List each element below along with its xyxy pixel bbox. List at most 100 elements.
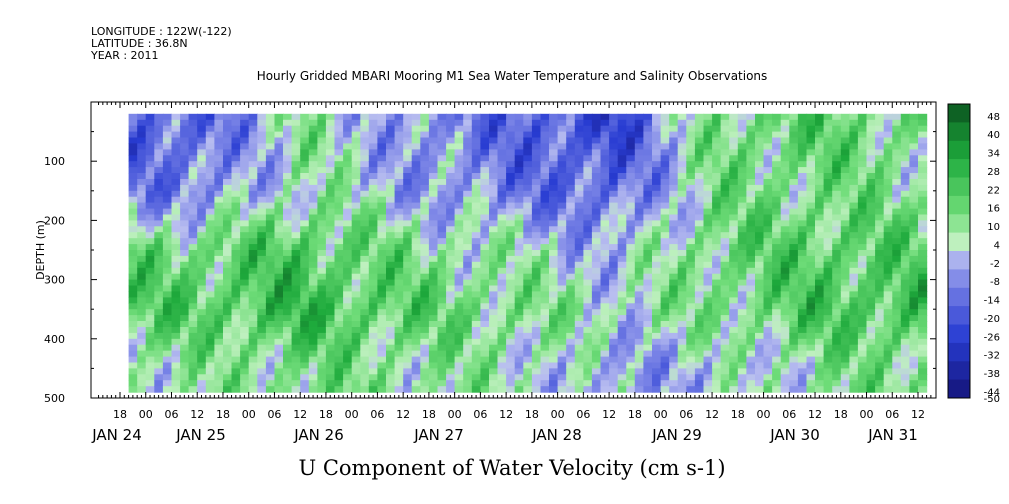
- heat-cell: [574, 267, 584, 275]
- heat-cell: [480, 315, 490, 322]
- heat-cell: [368, 167, 378, 174]
- heat-cell: [343, 273, 353, 281]
- heat-cell: [283, 344, 293, 352]
- heat-cell: [291, 214, 301, 221]
- heat-cell: [480, 161, 490, 168]
- heat-cell: [214, 303, 224, 310]
- heat-cell: [446, 184, 456, 192]
- heat-cell: [351, 155, 361, 162]
- heat-cell: [437, 279, 447, 287]
- heat-cell: [772, 374, 782, 381]
- heat-cell: [523, 332, 533, 340]
- heat-cell: [197, 327, 207, 334]
- heat-cell: [652, 338, 662, 346]
- heat-cell: [265, 356, 276, 364]
- heat-cell: [506, 196, 516, 204]
- heat-cell: [703, 267, 713, 275]
- heat-cell: [188, 368, 198, 375]
- heat-cell: [394, 356, 404, 364]
- heat-cell: [128, 267, 138, 275]
- heat-cell: [849, 332, 859, 340]
- heat-cell: [248, 327, 258, 334]
- heat-cell: [763, 261, 773, 269]
- heat-cell: [420, 220, 430, 227]
- heat-cell: [703, 297, 713, 304]
- heat-cell: [694, 374, 705, 381]
- heat-cell: [729, 303, 739, 310]
- heat-cell: [145, 297, 155, 304]
- heat-cell: [300, 232, 310, 239]
- heat-cell: [317, 291, 327, 298]
- heat-cell: [420, 309, 430, 316]
- heat-cell: [308, 368, 318, 375]
- heat-cell: [875, 202, 885, 210]
- heat-cell: [283, 190, 293, 198]
- heat-cell: [763, 380, 773, 387]
- heat-cell: [857, 226, 868, 233]
- heat-cell: [883, 350, 893, 358]
- heat-cell: [506, 327, 516, 334]
- x-day-label: JAN 24: [91, 426, 142, 444]
- heat-cell: [737, 226, 747, 233]
- heat-cell: [214, 356, 224, 364]
- heat-cell: [231, 344, 241, 352]
- heat-cell: [531, 202, 542, 210]
- heat-cell: [918, 208, 928, 216]
- heat-cell: [446, 368, 456, 375]
- heat-cell: [755, 338, 765, 346]
- heat-cell: [694, 285, 705, 292]
- heat-cell: [506, 149, 516, 156]
- heat-cell: [857, 137, 868, 144]
- heat-cell: [918, 161, 928, 168]
- heat-cell: [274, 255, 284, 263]
- heat-cell: [763, 161, 773, 168]
- heat-cell: [780, 238, 790, 245]
- heat-cell: [746, 202, 756, 210]
- colorbar-swatch: [948, 177, 970, 197]
- heat-cell: [900, 362, 910, 369]
- heat-cell: [265, 303, 276, 310]
- heat-cell: [652, 303, 662, 310]
- heat-cell: [351, 184, 361, 192]
- heat-cell: [712, 368, 722, 375]
- heat-cell: [677, 315, 687, 322]
- heat-cell: [145, 321, 155, 328]
- heat-cell: [832, 184, 842, 192]
- heat-cell: [257, 362, 267, 369]
- heat-cell: [566, 291, 576, 298]
- heat-cell: [343, 279, 353, 287]
- heat-cell: [857, 285, 868, 292]
- heat-cell: [317, 113, 327, 121]
- heat-cell: [411, 267, 421, 275]
- heat-cell: [832, 338, 842, 346]
- heat-cell: [265, 208, 276, 216]
- heat-cell: [789, 285, 799, 292]
- heat-cell: [712, 167, 722, 174]
- heat-cell: [780, 338, 790, 346]
- heat-cell: [188, 261, 198, 269]
- heat-cell: [265, 179, 276, 186]
- heat-cell: [797, 167, 808, 174]
- heat-cell: [660, 113, 670, 121]
- heat-cell: [162, 273, 173, 281]
- heat-cell: [128, 238, 138, 245]
- heat-cell: [403, 380, 413, 387]
- heat-cell: [137, 297, 147, 304]
- heat-cell: [609, 244, 619, 251]
- heat-cell: [652, 285, 662, 292]
- heat-cell: [712, 125, 722, 133]
- heat-cell: [471, 338, 481, 346]
- heat-cell: [497, 173, 507, 180]
- heat-cell: [154, 173, 164, 180]
- heat-cell: [248, 279, 258, 287]
- colorbar-label: -8: [990, 277, 1000, 288]
- heat-cell: [909, 386, 919, 393]
- heat-cell: [875, 137, 885, 144]
- heat-cell: [600, 321, 610, 328]
- heat-cell: [634, 350, 644, 358]
- heat-cell: [523, 321, 533, 328]
- heat-cell: [652, 202, 662, 210]
- heat-cell: [368, 380, 378, 387]
- heat-cell: [609, 303, 619, 310]
- heat-cell: [463, 332, 473, 340]
